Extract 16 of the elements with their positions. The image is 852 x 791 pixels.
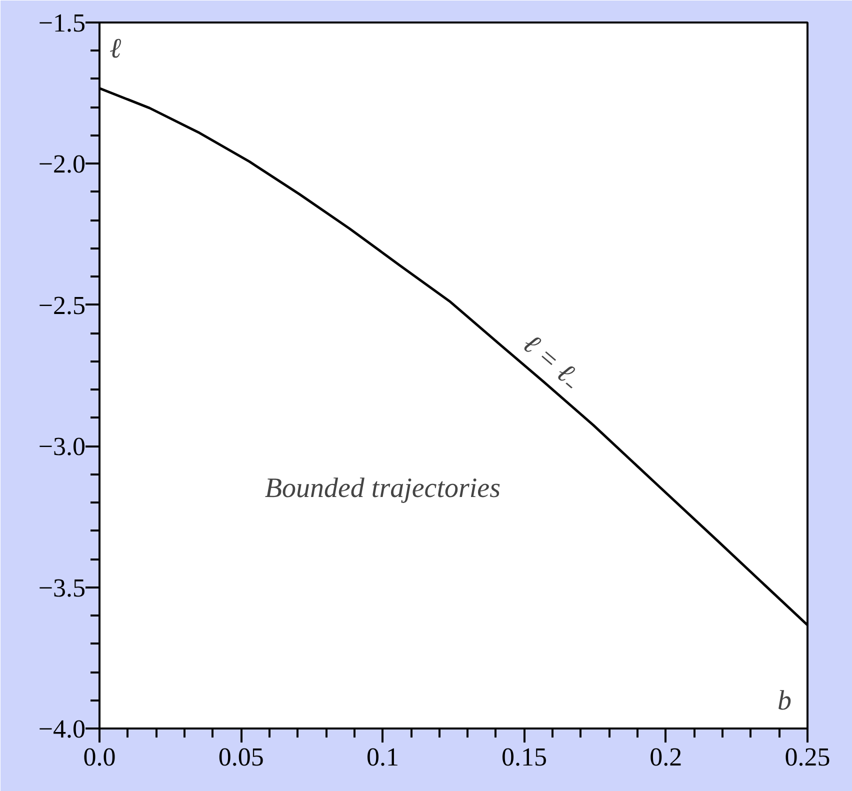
x-tick-label: 0.1 bbox=[366, 742, 399, 772]
x-tick-label: 0.05 bbox=[218, 742, 264, 772]
annotation: Bounded trajectories bbox=[264, 472, 501, 504]
y-tick-label: −3.0 bbox=[38, 432, 86, 462]
y-tick-label: −1.5 bbox=[38, 8, 86, 38]
y-tick-label: −4.0 bbox=[38, 714, 86, 744]
y-tick-label: −3.5 bbox=[38, 573, 86, 602]
x-tick-label: 0.0 bbox=[83, 742, 116, 772]
x-tick-label: 0.25 bbox=[784, 742, 830, 772]
y-axis-title: ℓ bbox=[110, 34, 122, 64]
x-tick-label: 0.15 bbox=[502, 742, 548, 772]
y-tick-label: −2.5 bbox=[38, 290, 86, 320]
x-tick-label: 0.2 bbox=[650, 742, 682, 772]
annotation: ℓ = ℓ₋ bbox=[516, 328, 588, 396]
x-axis-title: b bbox=[778, 686, 792, 716]
y-tick-label: −2.0 bbox=[38, 150, 86, 179]
